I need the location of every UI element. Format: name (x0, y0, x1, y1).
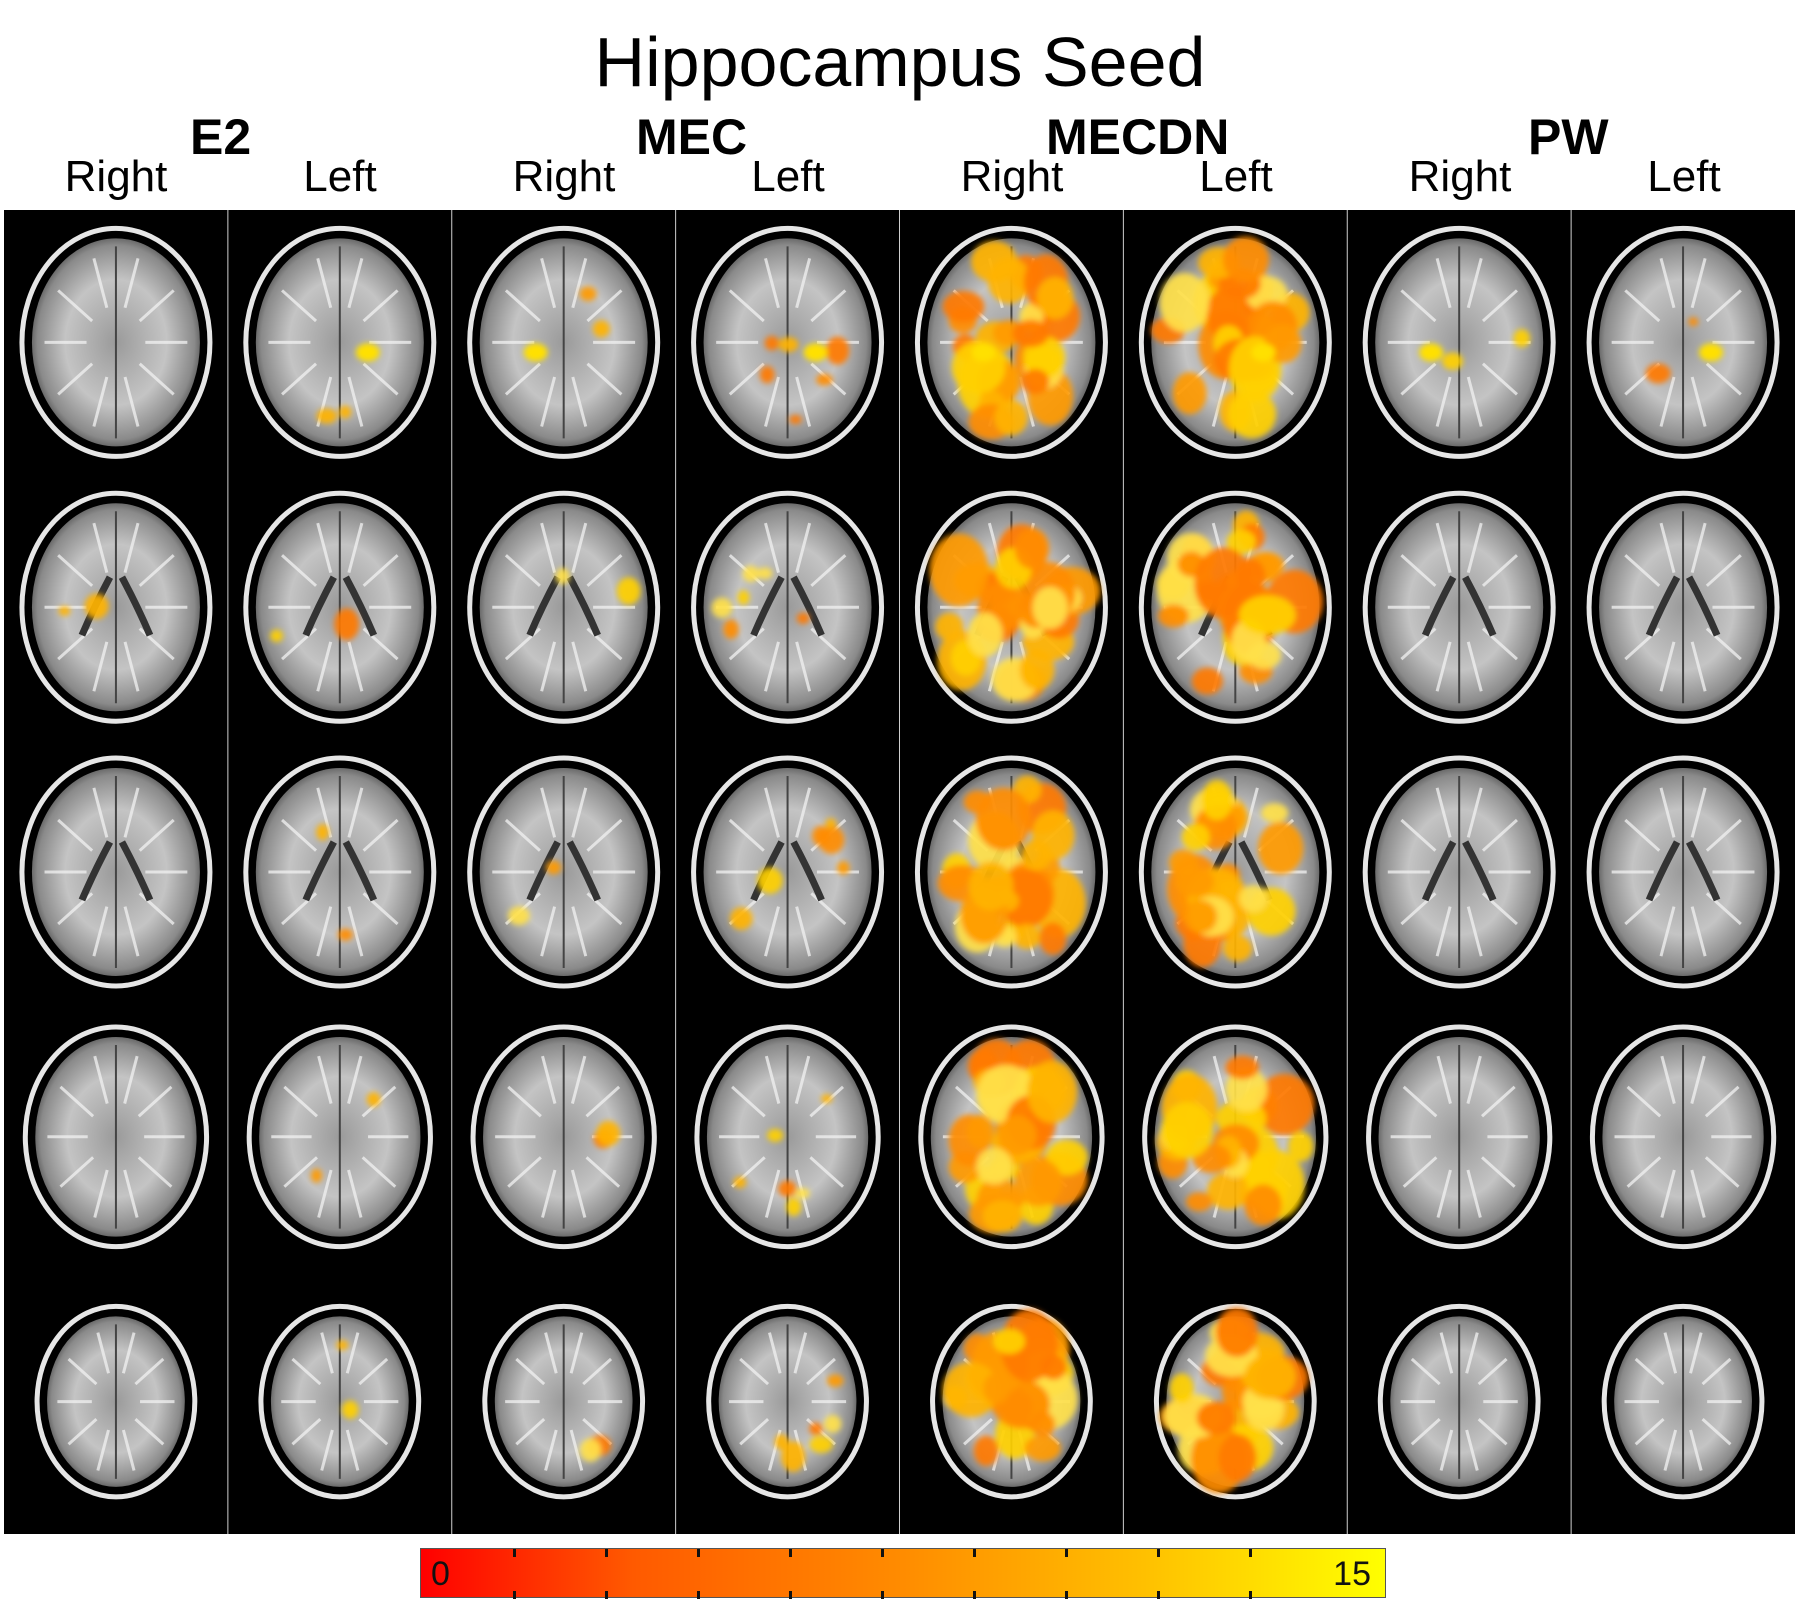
colorbar-min-label: 0 (431, 1555, 450, 1593)
brain-slice-mec-left-1 (691, 225, 885, 459)
brain-slice-mec-right-1 (467, 225, 661, 459)
brain-slice-mec-left-2 (691, 490, 885, 724)
brain-slice-pw-right-3 (1362, 755, 1556, 989)
side-label-mec-left: Left (751, 152, 825, 201)
side-label-e2-right: Right (64, 152, 168, 201)
brain-slice-pw-right-5 (1377, 1303, 1541, 1500)
brain-slice-pw-left-5 (1601, 1303, 1765, 1500)
brain-slice-mec-right-4 (470, 1024, 657, 1250)
brain-slice-mecdn-left-3 (1138, 755, 1332, 989)
brain-slice-mec-right-5 (482, 1303, 646, 1500)
group-label-pw: PW (1528, 109, 1609, 165)
brain-slice-e2-right-4 (22, 1024, 210, 1250)
side-label-mec-right: Right (512, 152, 616, 201)
brain-slice-pw-right-1 (1362, 225, 1556, 459)
colorbar-tick (513, 1549, 516, 1599)
brain-slice-mecdn-left-4 (1142, 1024, 1329, 1250)
brain-slice-e2-right-2 (19, 490, 213, 724)
colorbar-tick (1249, 1549, 1252, 1599)
brain-slice-mecdn-right-5 (930, 1303, 1093, 1500)
colorbar-max-label: 15 (1333, 1555, 1371, 1593)
side-label-mecdn-left: Left (1199, 152, 1273, 201)
brain-slice-grid (4, 210, 1795, 1534)
brain-slice-e2-right-1 (19, 225, 213, 459)
brain-slice-mecdn-right-3 (914, 755, 1108, 989)
colorbar-tick (973, 1549, 976, 1599)
group-label-e2: E2 (190, 109, 252, 165)
brain-slice-mecdn-left-5 (1153, 1303, 1317, 1500)
colorbar: 0 15 (420, 1548, 1386, 1599)
brain-slice-e2-left-4 (246, 1024, 433, 1250)
side-label-pw-right: Right (1408, 152, 1512, 201)
brain-slice-e2-right-5 (34, 1303, 198, 1500)
colorbar-tick (1157, 1549, 1160, 1599)
brain-slice-mecdn-right-2 (914, 490, 1108, 724)
brain-slice-pw-right-4 (1366, 1024, 1553, 1250)
brain-slice-pw-left-4 (1589, 1024, 1777, 1250)
brain-slice-mec-left-3 (691, 755, 885, 989)
brain-slice-pw-left-2 (1586, 490, 1780, 724)
brain-slice-mec-left-5 (706, 1303, 869, 1500)
brain-slice-pw-left-1 (1586, 225, 1780, 459)
colorbar-tick (1065, 1549, 1068, 1599)
brain-slice-mec-left-4 (694, 1024, 881, 1250)
brain-slice-mecdn-left-1 (1138, 225, 1332, 459)
brain-slice-e2-left-1 (243, 225, 437, 459)
side-label-mecdn-right: Right (960, 152, 1064, 201)
brain-slice-pw-left-3 (1586, 755, 1780, 989)
group-label-mecdn: MECDN (1046, 109, 1230, 165)
brain-slice-e2-left-2 (243, 490, 437, 724)
brain-slice-mec-right-3 (467, 755, 661, 989)
colorbar-tick (789, 1549, 792, 1599)
brain-slice-mecdn-right-1 (914, 225, 1108, 459)
brain-slice-mec-right-2 (467, 490, 661, 724)
brain-slice-e2-right-3 (19, 755, 213, 989)
side-label-e2-left: Left (303, 152, 377, 201)
brain-slice-mecdn-right-4 (918, 1024, 1105, 1250)
brain-slice-mecdn-left-2 (1138, 490, 1332, 724)
brain-slice-e2-left-3 (243, 755, 437, 989)
group-label-mec: MEC (636, 109, 748, 165)
colorbar-tick (605, 1549, 608, 1599)
brain-slice-e2-left-5 (258, 1303, 422, 1500)
brain-slice-pw-right-2 (1362, 490, 1556, 724)
colorbar-tick (881, 1549, 884, 1599)
colorbar-tick (697, 1549, 700, 1599)
figure-title: Hippocampus Seed (594, 23, 1206, 101)
side-label-pw-left: Left (1647, 152, 1721, 201)
